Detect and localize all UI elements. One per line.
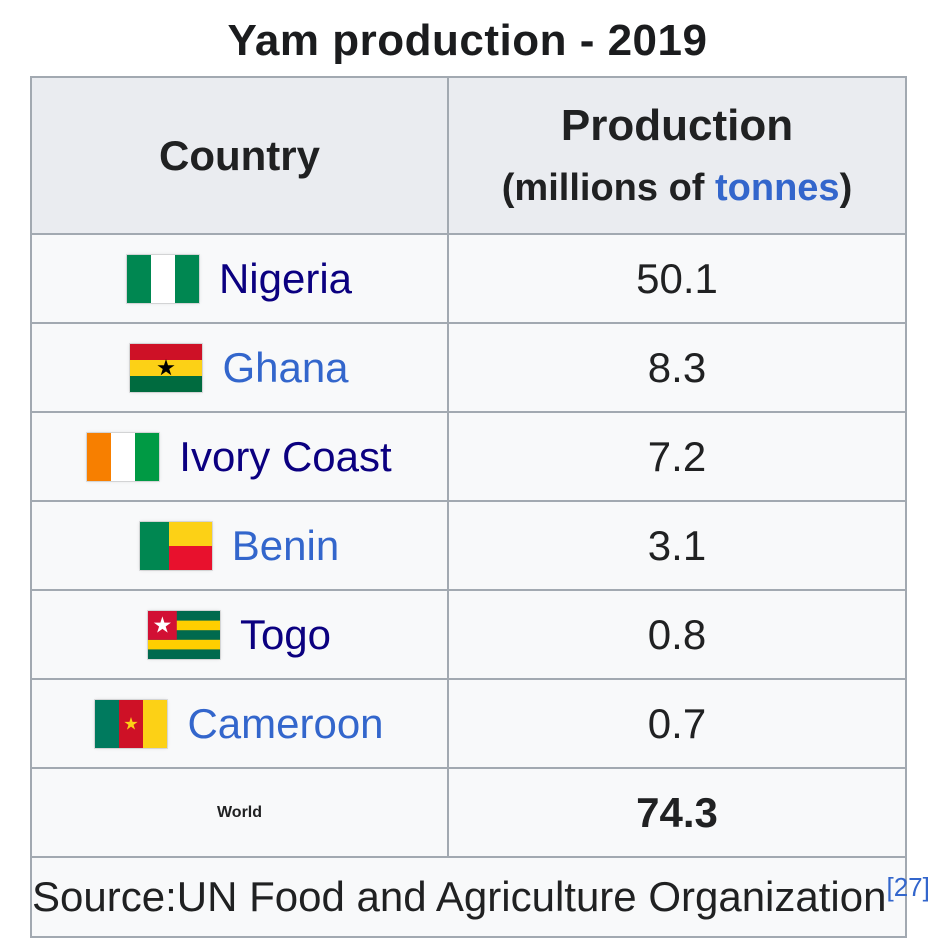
production-value: 0.7 <box>447 678 907 769</box>
unit-prefix: (millions of <box>501 167 715 209</box>
tonnes-link[interactable]: tonnes <box>715 167 840 209</box>
flag-ghana-icon[interactable] <box>130 343 203 392</box>
country-cell: Ivory Coast <box>30 411 449 502</box>
production-value: 50.1 <box>447 233 907 324</box>
production-value: 8.3 <box>447 322 907 413</box>
flag-ivory-coast-icon[interactable] <box>87 432 160 481</box>
country-link-ghana[interactable]: Ghana <box>222 343 349 391</box>
country-cell: Togo <box>30 589 449 680</box>
world-value: 74.3 <box>636 788 718 836</box>
country-row: Ghana 8.3 <box>30 322 907 413</box>
country-link-togo[interactable]: Togo <box>239 610 332 658</box>
world-label-cell: World <box>30 767 449 858</box>
flag-togo-icon[interactable] <box>147 610 220 659</box>
world-row: World 74.3 <box>30 767 907 858</box>
country-cell: Cameroon <box>30 678 449 769</box>
country-link-nigeria[interactable]: Nigeria <box>218 254 353 302</box>
production-table: Country Production (millions of tonnes) … <box>30 76 930 938</box>
country-row: Benin 3.1 <box>30 500 907 591</box>
production-unit-label: (millions of tonnes) <box>502 167 852 210</box>
flag-nigeria-icon[interactable] <box>126 254 199 303</box>
world-value-cell: 74.3 <box>447 767 907 858</box>
world-label: World <box>216 803 263 821</box>
country-link-cameroon[interactable]: Cameroon <box>187 699 384 747</box>
country-cell: Benin <box>30 500 449 591</box>
country-link-benin[interactable]: Benin <box>231 521 340 569</box>
production-value: 3.1 <box>447 500 907 591</box>
country-cell: Nigeria <box>30 233 449 324</box>
flag-cameroon-icon[interactable] <box>95 699 168 748</box>
page-title: Yam production - 2019 <box>227 16 708 65</box>
flag-benin-icon[interactable] <box>139 521 212 570</box>
source-row: Source:UN Food and Agriculture Organizat… <box>30 856 930 938</box>
country-cell: Ghana <box>30 322 449 413</box>
production-value: 0.8 <box>447 589 907 680</box>
header-row: Country Production (millions of tonnes) <box>30 76 907 235</box>
country-row: Togo 0.8 <box>30 589 907 680</box>
country-row: Nigeria 50.1 <box>30 233 907 324</box>
country-header-label: Country <box>159 131 320 179</box>
country-link-ivory-coast[interactable]: Ivory Coast <box>179 432 392 480</box>
production-value: 7.2 <box>447 411 907 502</box>
column-header-production: Production (millions of tonnes) <box>447 76 907 235</box>
ref-27-link[interactable]: [27] <box>886 872 930 902</box>
country-row: Ivory Coast 7.2 <box>30 411 907 502</box>
column-header-country: Country <box>30 76 449 235</box>
source-cell: Source:UN Food and Agriculture Organizat… <box>30 856 930 938</box>
country-row: Cameroon 0.7 <box>30 678 907 769</box>
production-header-label: Production <box>560 101 794 150</box>
source-text: Source:UN Food and Agriculture Organizat… <box>32 873 887 920</box>
unit-suffix: ) <box>839 167 853 209</box>
